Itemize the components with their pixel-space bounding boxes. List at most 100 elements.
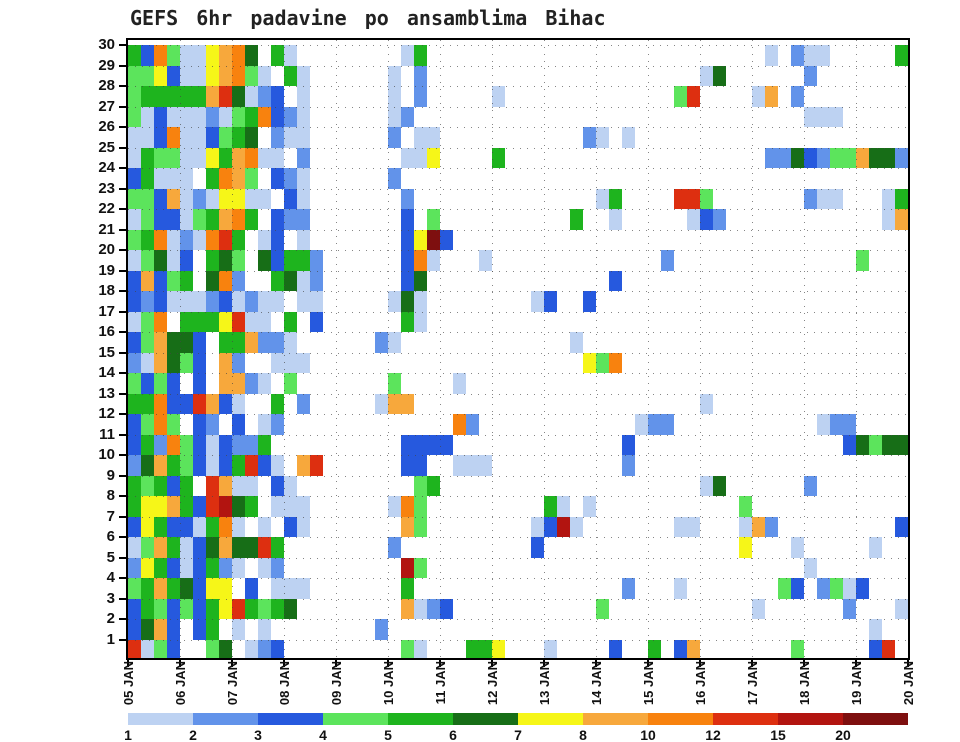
heatmap-cell — [232, 311, 245, 332]
heatmap-cell — [154, 291, 167, 312]
heatmap-cell — [713, 65, 726, 86]
heatmap-cell — [284, 496, 297, 517]
heatmap-cell — [674, 639, 687, 658]
heatmap-cell — [895, 434, 908, 455]
heatmap-cell — [284, 475, 297, 496]
v-gridline — [388, 40, 389, 658]
heatmap-cell — [193, 455, 206, 476]
heatmap-cell — [427, 147, 440, 168]
heatmap-cell — [869, 147, 882, 168]
heatmap-cell — [167, 455, 180, 476]
heatmap-cell — [232, 496, 245, 517]
heatmap-cell — [167, 45, 180, 66]
heatmap-cell — [882, 188, 895, 209]
heatmap-cell — [557, 496, 570, 517]
heatmap-cell — [713, 475, 726, 496]
heatmap-cell — [414, 45, 427, 66]
heatmap-cell — [206, 557, 219, 578]
colorbar-segment — [388, 713, 453, 725]
heatmap-cell — [232, 168, 245, 189]
heatmap-cell — [401, 639, 414, 658]
h-gridline — [128, 393, 908, 395]
v-gridline — [596, 40, 597, 658]
heatmap-cell — [141, 86, 154, 107]
heatmap-cell — [414, 229, 427, 250]
heatmap-cell — [232, 455, 245, 476]
heatmap-cell — [128, 106, 141, 127]
heatmap-cell — [622, 127, 635, 148]
x-tick-label: 17 JAN — [745, 661, 760, 706]
heatmap-cell — [206, 619, 219, 640]
y-tick-label: 15 — [98, 343, 115, 361]
heatmap-cell — [128, 455, 141, 476]
heatmap-cell — [596, 127, 609, 148]
heatmap-cell — [544, 291, 557, 312]
heatmap-cell — [154, 373, 167, 394]
colorbar-segment — [128, 713, 193, 725]
heatmap-cell — [167, 168, 180, 189]
heatmap-cell — [765, 86, 778, 107]
heatmap-cell — [479, 250, 492, 271]
heatmap-cell — [765, 45, 778, 66]
heatmap-cell — [167, 209, 180, 230]
heatmap-cell — [258, 537, 271, 558]
y-tick — [119, 454, 128, 456]
heatmap-cell — [414, 147, 427, 168]
heatmap-cell — [297, 65, 310, 86]
heatmap-cell — [232, 557, 245, 578]
heatmap-cell — [193, 127, 206, 148]
heatmap-cell — [609, 188, 622, 209]
heatmap-cell — [401, 45, 414, 66]
heatmap-cell — [427, 475, 440, 496]
h-gridline — [128, 311, 908, 313]
heatmap-cell — [128, 86, 141, 107]
heatmap-cell — [141, 537, 154, 558]
heatmap-cell — [154, 393, 167, 414]
heatmap-cell — [141, 557, 154, 578]
heatmap-cell — [258, 598, 271, 619]
heatmap-cell — [570, 516, 583, 537]
heatmap-cell — [206, 434, 219, 455]
heatmap-cell — [245, 168, 258, 189]
heatmap-cell — [245, 86, 258, 107]
heatmap-cell — [427, 209, 440, 230]
heatmap-cell — [271, 127, 284, 148]
heatmap-cell — [791, 86, 804, 107]
heatmap-cell — [141, 65, 154, 86]
heatmap-cell — [401, 270, 414, 291]
heatmap-cell — [817, 106, 830, 127]
heatmap-cell — [154, 188, 167, 209]
heatmap-cell — [830, 147, 843, 168]
heatmap-cell — [167, 393, 180, 414]
heatmap-cell — [180, 209, 193, 230]
heatmap-cell — [401, 311, 414, 332]
y-tick — [119, 249, 128, 251]
colorbar-segment — [843, 713, 908, 725]
heatmap-cell — [466, 414, 479, 435]
heatmap-cell — [141, 578, 154, 599]
heatmap-cell — [128, 557, 141, 578]
heatmap-cell — [219, 188, 232, 209]
heatmap-cell — [297, 127, 310, 148]
y-tick — [119, 618, 128, 620]
v-gridline — [180, 40, 181, 658]
heatmap-cell — [817, 147, 830, 168]
x-tick-label: 06 JAN — [173, 661, 188, 706]
heatmap-cell — [388, 127, 401, 148]
heatmap-cell — [141, 373, 154, 394]
heatmap-cell — [622, 455, 635, 476]
heatmap-cell — [167, 557, 180, 578]
heatmap-cell — [141, 414, 154, 435]
heatmap-cell — [167, 352, 180, 373]
heatmap-cell — [804, 188, 817, 209]
colorbar-segment — [258, 713, 323, 725]
heatmap-cell — [219, 598, 232, 619]
heatmap-cell — [154, 250, 167, 271]
heatmap-cell — [154, 414, 167, 435]
heatmap-cell — [297, 229, 310, 250]
heatmap-cell — [206, 537, 219, 558]
y-tick-label: 2 — [106, 610, 115, 627]
x-tick-label: 20 JAN — [901, 661, 916, 706]
heatmap-cell — [219, 209, 232, 230]
heatmap-cell — [804, 45, 817, 66]
